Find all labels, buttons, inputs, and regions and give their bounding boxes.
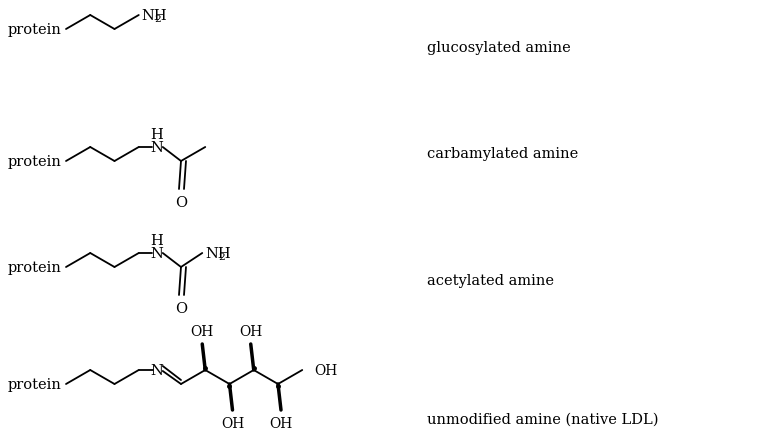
Text: H: H bbox=[150, 128, 163, 141]
Text: glucosylated amine: glucosylated amine bbox=[427, 41, 571, 55]
Text: NH: NH bbox=[142, 9, 168, 23]
Text: unmodified amine (native LDL): unmodified amine (native LDL) bbox=[427, 411, 658, 425]
Text: NH: NH bbox=[205, 247, 231, 261]
Text: N: N bbox=[150, 141, 163, 155]
Text: 2: 2 bbox=[155, 15, 162, 24]
Text: protein: protein bbox=[8, 23, 62, 37]
Text: OH: OH bbox=[221, 416, 244, 430]
Text: protein: protein bbox=[8, 155, 62, 169]
Text: protein: protein bbox=[8, 261, 62, 274]
Text: carbamylated amine: carbamylated amine bbox=[427, 146, 578, 160]
Text: 2: 2 bbox=[218, 252, 225, 261]
Text: N: N bbox=[150, 363, 163, 377]
Text: protein: protein bbox=[8, 377, 62, 391]
Text: O: O bbox=[175, 195, 187, 209]
Text: OH: OH bbox=[269, 416, 293, 430]
Text: H: H bbox=[150, 233, 163, 247]
Text: acetylated amine: acetylated amine bbox=[427, 273, 554, 287]
Text: OH: OH bbox=[239, 324, 262, 338]
Text: O: O bbox=[175, 301, 187, 315]
Text: N: N bbox=[150, 247, 163, 261]
Text: OH: OH bbox=[314, 363, 338, 377]
Text: OH: OH bbox=[190, 324, 214, 338]
